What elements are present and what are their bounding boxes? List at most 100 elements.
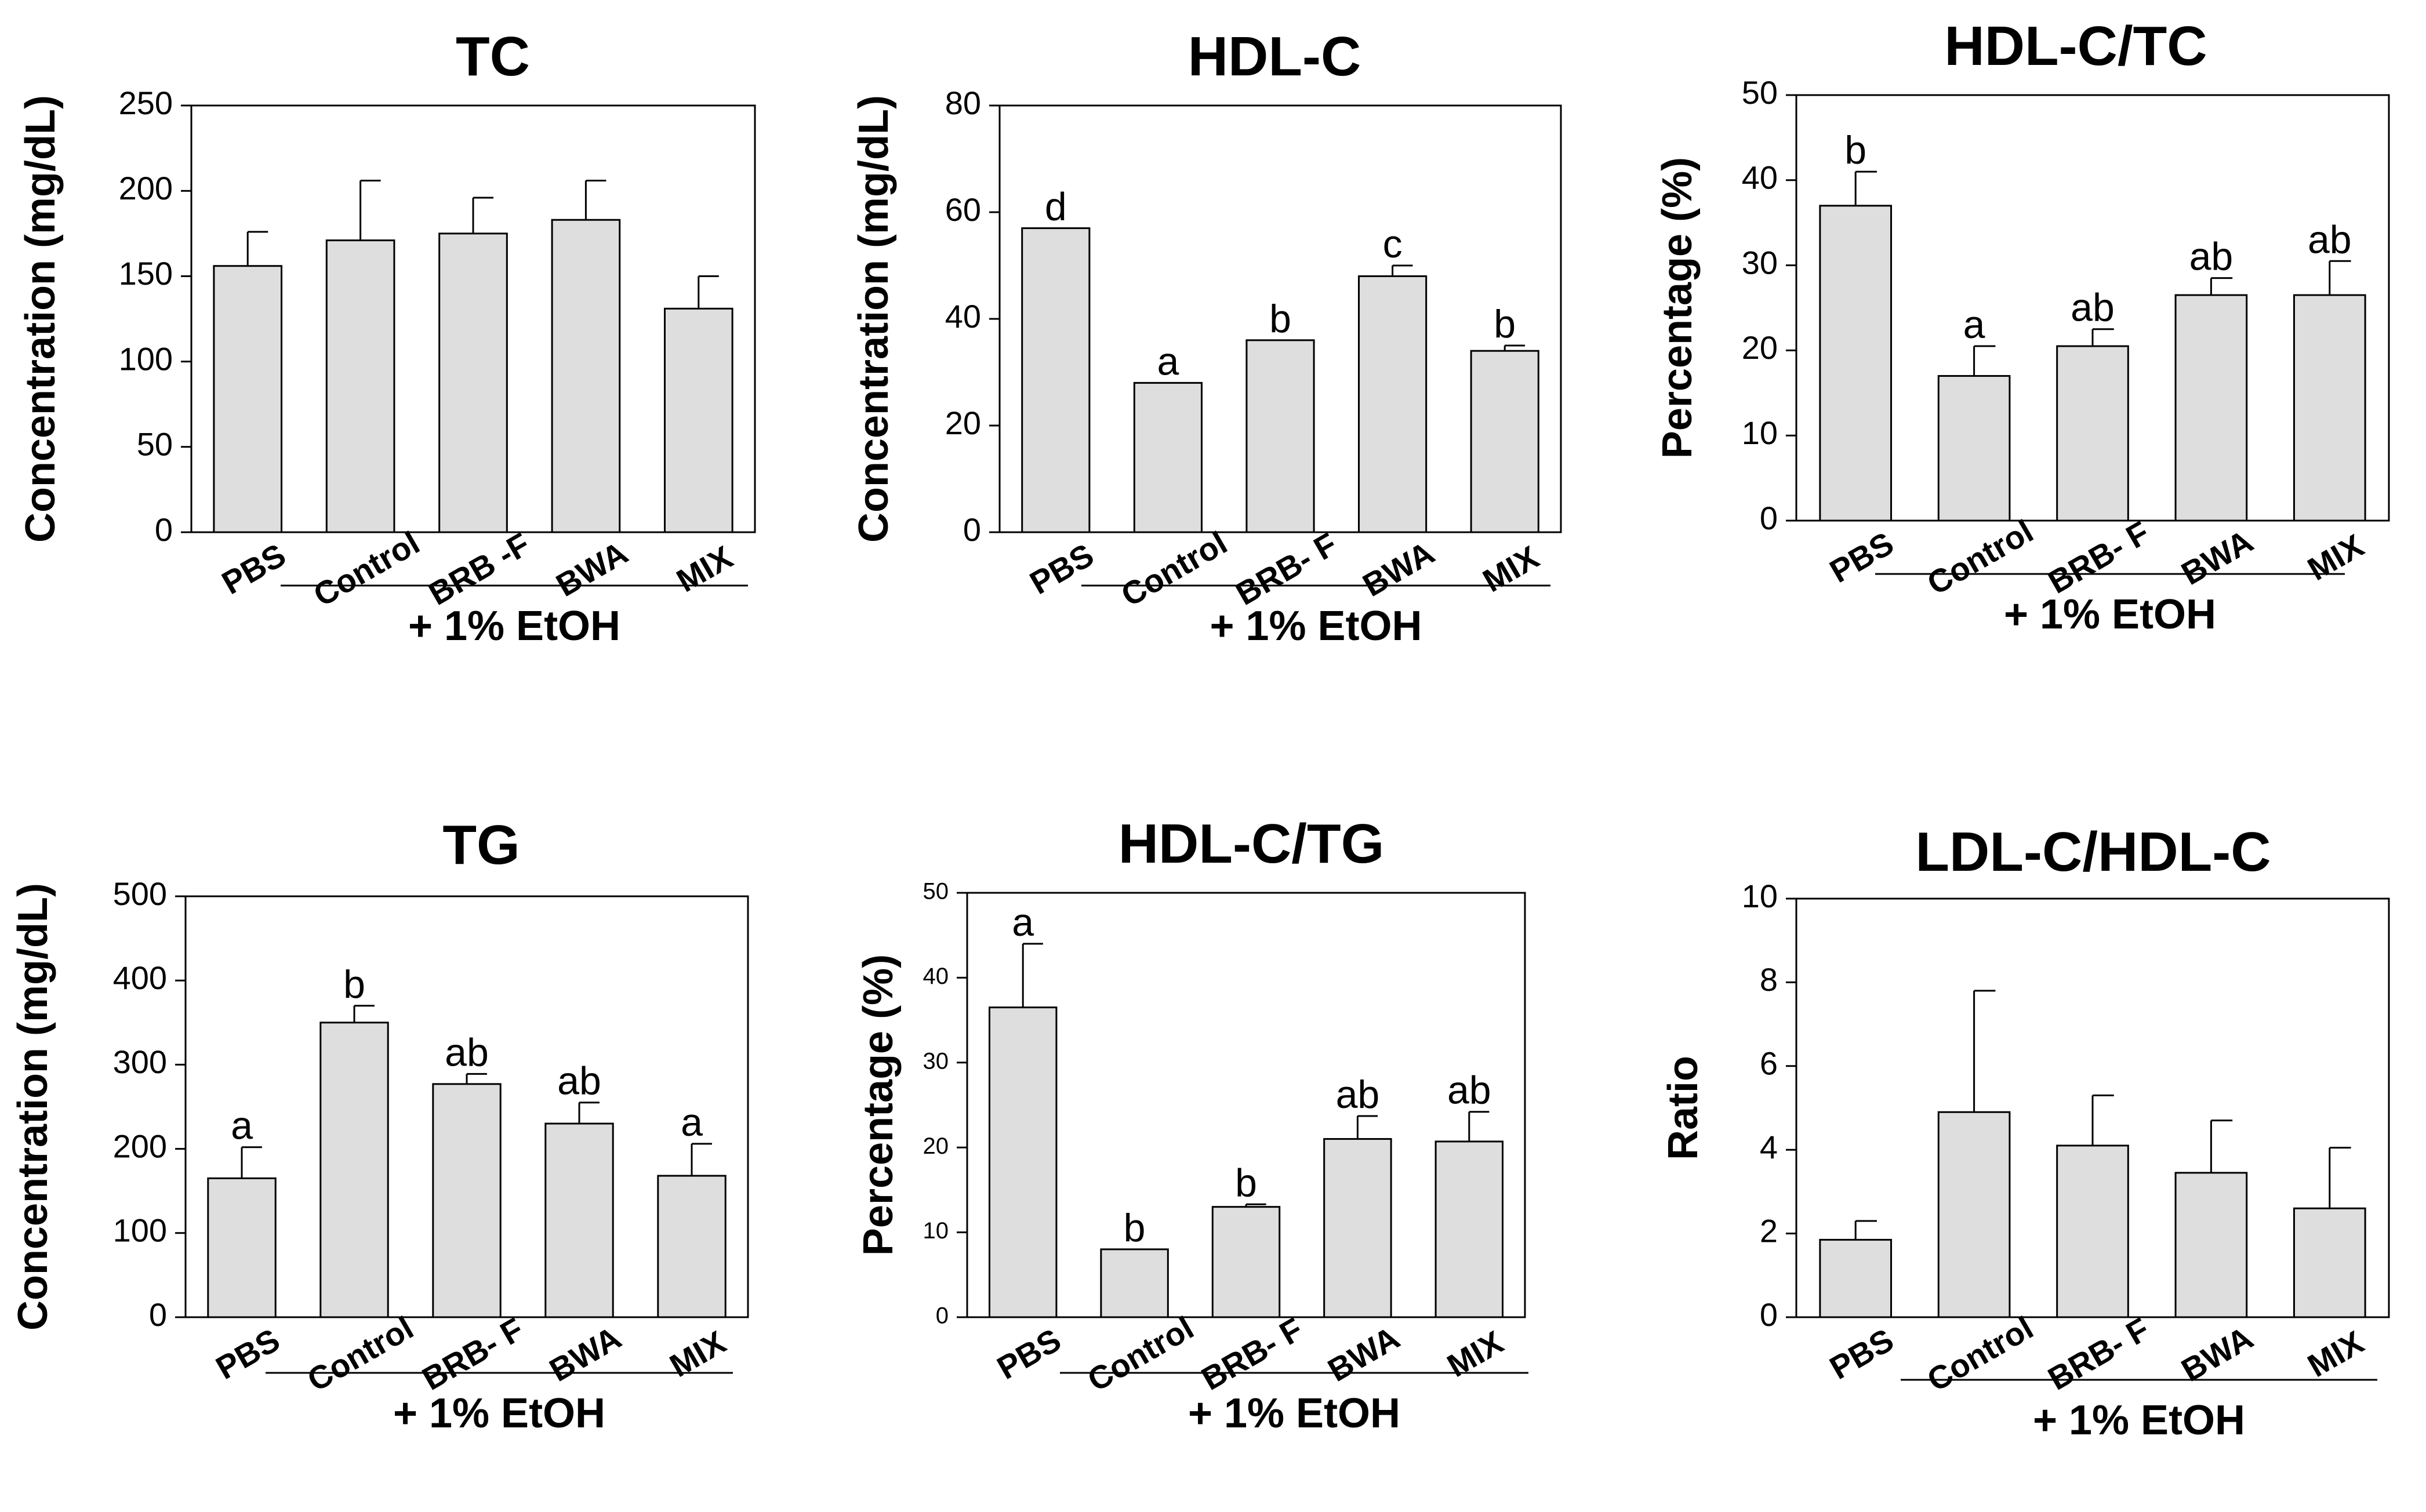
group-label: + 1% EtOH (408, 603, 620, 649)
y-axis-label: Concentration (mg/dL) (851, 95, 897, 543)
x-tick-label: PBS (210, 1321, 286, 1386)
y-axis-label: Percentage (%) (1654, 157, 1701, 459)
x-tick-label: MIX (2301, 527, 2370, 587)
bar (2056, 1144, 2129, 1318)
x-tick-label: BRB -F (422, 525, 536, 612)
bar (1434, 1140, 1504, 1318)
y-tick-label: 20 (945, 405, 981, 441)
significance-letter: ab (557, 1059, 601, 1103)
chart-title: LDL-C/HDL-C (1915, 821, 2271, 883)
chart-title: HDL-C (1188, 26, 1361, 88)
plot-frame (190, 104, 756, 533)
y-tick-label: 2 (1760, 1212, 1778, 1249)
y-tick-label: 500 (113, 875, 167, 912)
panel-ldl-c-hdl-c: LDL-C/HDL-C Ratio 0 2 4 6 8 10 PBS Control BRB- F B… (1660, 821, 2390, 1444)
bar (2293, 294, 2366, 522)
x-tick-label: Control (307, 524, 426, 613)
bar (2174, 294, 2248, 522)
significance-letter: b (1269, 297, 1291, 341)
x-tick-label: BRB- F (1229, 525, 1343, 612)
group-label: + 1% EtOH (1210, 603, 1422, 649)
bar (325, 239, 395, 533)
x-tick-label: PBS (1023, 536, 1099, 601)
bar (1470, 350, 1539, 533)
significance-letter: ab (2071, 286, 2115, 330)
significance-letter: b (343, 962, 365, 1006)
x-tick-label: MIX (670, 539, 739, 599)
bar (551, 219, 621, 533)
y-tick-label: 6 (1760, 1045, 1778, 1082)
y-tick-label: 200 (113, 1128, 167, 1164)
y-tick-label: 50 (1742, 74, 1778, 111)
significance-letter: b (1494, 302, 1516, 346)
bar (1819, 1238, 1893, 1318)
y-tick-label: 0 (1760, 500, 1778, 536)
bar (1245, 339, 1315, 533)
x-tick-label: MIX (2301, 1324, 2370, 1384)
group-label: + 1% EtOH (1188, 1390, 1400, 1437)
bar (438, 232, 508, 533)
bar (207, 1177, 277, 1318)
bar (1323, 1138, 1392, 1318)
y-tick-label: 60 (945, 191, 981, 228)
bar (1937, 1111, 2011, 1318)
bar (663, 307, 733, 533)
plot-frame (966, 892, 1526, 1318)
significance-letter: ab (1447, 1068, 1491, 1113)
significance-letter: b (1844, 128, 1866, 172)
y-tick-label: 200 (119, 170, 173, 206)
y-tick-label: 40 (1742, 159, 1778, 196)
bar (2056, 345, 2129, 522)
bar (432, 1083, 502, 1318)
x-tick-label: MIX (663, 1324, 732, 1384)
bar (544, 1122, 614, 1318)
x-tick-label: MIX (1441, 1324, 1509, 1384)
bar (1100, 1248, 1169, 1318)
panel-hdl-c-tc: HDL-C/TC Percentage (%) 0 10 20 30 40 50 b PBS a Co… (1654, 15, 2390, 638)
x-tick-label: BRB- F (2042, 514, 2155, 600)
significance-letter: a (231, 1104, 253, 1148)
significance-letter: d (1045, 185, 1067, 229)
x-tick-label: Control (1081, 1309, 1200, 1398)
y-tick-label: 10 (1742, 878, 1778, 914)
y-tick-label: 0 (155, 511, 173, 548)
bar (213, 265, 283, 533)
x-tick-label: BRB- F (2042, 1310, 2155, 1397)
plot-frame (184, 895, 749, 1318)
chart-title: TC (456, 26, 530, 88)
plot-frame (1795, 94, 2390, 522)
y-axis-label: Concentration (mg/dL) (10, 883, 56, 1331)
bar (2174, 1172, 2248, 1318)
y-tick-label: 50 (137, 426, 173, 463)
y-tick-label: 40 (945, 298, 981, 335)
y-tick-label: 150 (119, 255, 173, 292)
significance-letter: a (1963, 303, 1985, 347)
bar (1021, 227, 1091, 533)
y-tick-label: 20 (923, 1133, 949, 1159)
x-tick-label: Control (1115, 524, 1233, 613)
y-tick-label: 30 (923, 1048, 949, 1074)
significance-letter: c (1383, 222, 1403, 266)
panel-tg: TG Concentration (mg/dL) 0 100 200 300 400 500 a… (10, 814, 749, 1437)
y-tick-label: 10 (923, 1218, 949, 1244)
y-tick-label: 400 (113, 959, 167, 996)
plot-frame (998, 104, 1562, 533)
y-tick-label: 250 (119, 85, 173, 121)
x-tick-label: BWA (550, 534, 634, 604)
y-axis-label: Concentration (mg/dL) (17, 95, 64, 543)
y-tick-label: 0 (963, 511, 981, 548)
significance-letter: b (1235, 1161, 1257, 1205)
bar (2293, 1207, 2366, 1318)
bar (988, 1006, 1058, 1318)
significance-letter: ab (2189, 235, 2233, 279)
significance-letter: ab (445, 1030, 489, 1074)
bar (657, 1175, 727, 1318)
group-label: + 1% EtOH (2004, 591, 2216, 638)
significance-letter: a (1157, 339, 1179, 383)
significance-letter: a (1012, 900, 1034, 944)
x-tick-label: PBS (216, 536, 292, 601)
y-tick-label: 20 (1742, 329, 1778, 366)
chart-title: HDL-C/TG (1118, 813, 1385, 875)
y-tick-label: 30 (1742, 244, 1778, 281)
